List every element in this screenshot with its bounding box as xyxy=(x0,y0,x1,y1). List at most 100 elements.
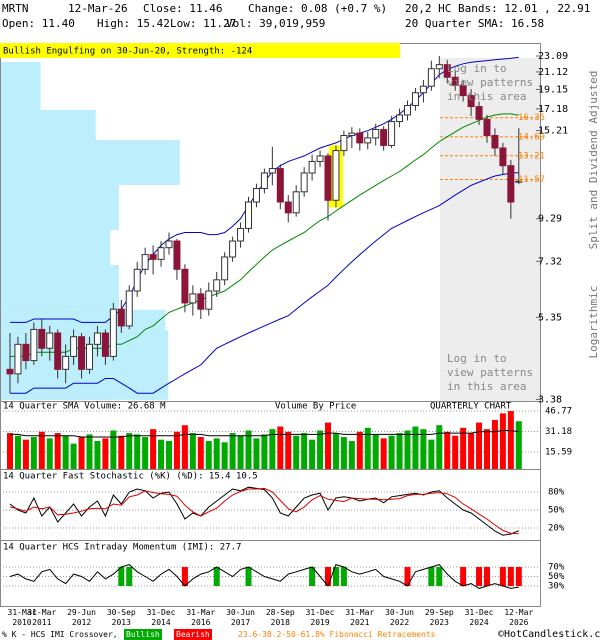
volume-by-price-bar xyxy=(0,184,119,231)
volume-sma xyxy=(10,430,519,438)
sma-line xyxy=(10,113,519,357)
crossover-bar xyxy=(404,567,411,587)
candle-body xyxy=(30,328,38,362)
x-tick-label: 30-Jun 2022 xyxy=(385,608,414,627)
candle-body xyxy=(427,68,435,87)
volume-bar xyxy=(70,443,77,469)
candle-body xyxy=(364,137,372,144)
volume-bar xyxy=(134,434,141,469)
candle-body xyxy=(268,168,276,174)
volume-bar xyxy=(102,438,109,469)
candle-body xyxy=(109,308,117,357)
volume-bar xyxy=(452,435,459,469)
candle-body xyxy=(229,240,237,258)
x-tick-label: 29-Jun 2012 xyxy=(67,608,96,627)
volume-bar xyxy=(348,440,355,469)
volume-bar xyxy=(444,431,451,469)
imi-line xyxy=(9,563,519,589)
y-tick-label: 15.21 xyxy=(538,126,568,137)
candle-body xyxy=(205,290,213,310)
x-tick-label: 31-Dec 2019 xyxy=(305,608,335,627)
candle-body xyxy=(117,308,125,327)
crossover-bar xyxy=(245,567,252,587)
low: Low: 11.27 xyxy=(170,17,236,30)
candle-body xyxy=(141,254,149,270)
fibonacci-label: 11.57 xyxy=(518,175,545,185)
volume-by-price-bar xyxy=(0,109,96,141)
x-tick-label: 30-Jun 2017 xyxy=(226,608,255,627)
y-tick-label: 5.35 xyxy=(538,312,562,323)
pattern-area xyxy=(440,58,540,401)
symbol: MRTN xyxy=(2,2,29,15)
volume-bar xyxy=(245,430,252,469)
high: High: 15.42 xyxy=(97,17,170,30)
candle-body xyxy=(491,134,499,149)
date: 12-Mar-26 xyxy=(68,2,128,15)
y-tick-label: 31.18 xyxy=(545,427,572,437)
change: Change: 0.08 (+0.7 %) xyxy=(248,2,387,15)
crossover-bar xyxy=(460,567,467,587)
candle-body xyxy=(221,256,229,281)
candle-body xyxy=(483,118,491,136)
candle-body xyxy=(62,355,70,370)
fibonacci-legend: 23.6-38.2-50-61.8% Fibonacci Retracement… xyxy=(238,630,436,639)
candle-body xyxy=(54,332,62,370)
crossover-bar xyxy=(340,567,347,587)
volume-bar xyxy=(468,433,475,469)
bullish-legend: Bullish xyxy=(124,629,162,640)
watermark: Log in to view patterns in this area xyxy=(447,352,534,393)
volume-bar xyxy=(7,433,13,469)
crossover-bar xyxy=(499,567,506,587)
crossover-bar xyxy=(332,567,339,587)
fibonacci-label: 14.69 xyxy=(518,132,545,142)
volume-bar xyxy=(380,438,387,469)
volume-bar xyxy=(507,411,514,469)
side-note: Split and Dividend Adjusted xyxy=(587,71,600,250)
x-tick-label: 31-Dec 2024 xyxy=(464,608,494,627)
volume-bar xyxy=(126,433,133,469)
x-tick-label: 29-Sep 2023 xyxy=(424,608,454,627)
vbp-title: Volume By Price xyxy=(275,402,356,412)
volume-bar xyxy=(78,437,85,469)
candle-body xyxy=(260,172,268,190)
volume-bar xyxy=(237,435,244,469)
candle-body xyxy=(276,168,284,203)
volume-title: 14 Quarter SMA Volume: 26.68 M xyxy=(3,402,166,412)
volume-bar xyxy=(94,440,101,469)
crossover-bar xyxy=(436,567,443,587)
x-tick-label: 31-Mar 2011 xyxy=(27,608,57,627)
candle-body xyxy=(133,268,141,292)
candle-body xyxy=(86,343,93,370)
volume-bar xyxy=(484,429,490,469)
candle-body xyxy=(173,240,181,270)
volume-bar xyxy=(404,430,411,469)
volume-bar xyxy=(221,442,228,469)
close: Close: 11.46 xyxy=(143,2,222,15)
imi-frame xyxy=(0,540,541,607)
volume-bar xyxy=(293,435,300,469)
volume-bar xyxy=(118,435,125,469)
x-tick-label: 31-Mar 2016 xyxy=(186,608,216,627)
volume-bar xyxy=(396,433,403,469)
crossover-bar xyxy=(476,567,483,587)
volume-bar xyxy=(428,439,435,469)
candle-body xyxy=(507,165,515,203)
stochastic-line xyxy=(9,487,519,535)
pattern-bar xyxy=(0,43,400,58)
crossover-bar xyxy=(181,567,188,587)
volume-by-price-bar xyxy=(0,230,111,266)
y-tick-label: 19.15 xyxy=(538,84,568,95)
fibonacci-label: 16.35 xyxy=(518,113,545,123)
crossover-bar xyxy=(309,567,316,587)
volume-bar xyxy=(301,433,308,469)
candle-body xyxy=(451,76,459,86)
candle-body xyxy=(292,191,300,214)
candle-body xyxy=(356,132,364,144)
candle-body xyxy=(213,279,221,292)
candle-body xyxy=(348,132,356,136)
volume-bar xyxy=(261,434,268,469)
x-tick-label: 31-Mar 2010 xyxy=(7,608,37,627)
volume-bar xyxy=(86,434,93,469)
